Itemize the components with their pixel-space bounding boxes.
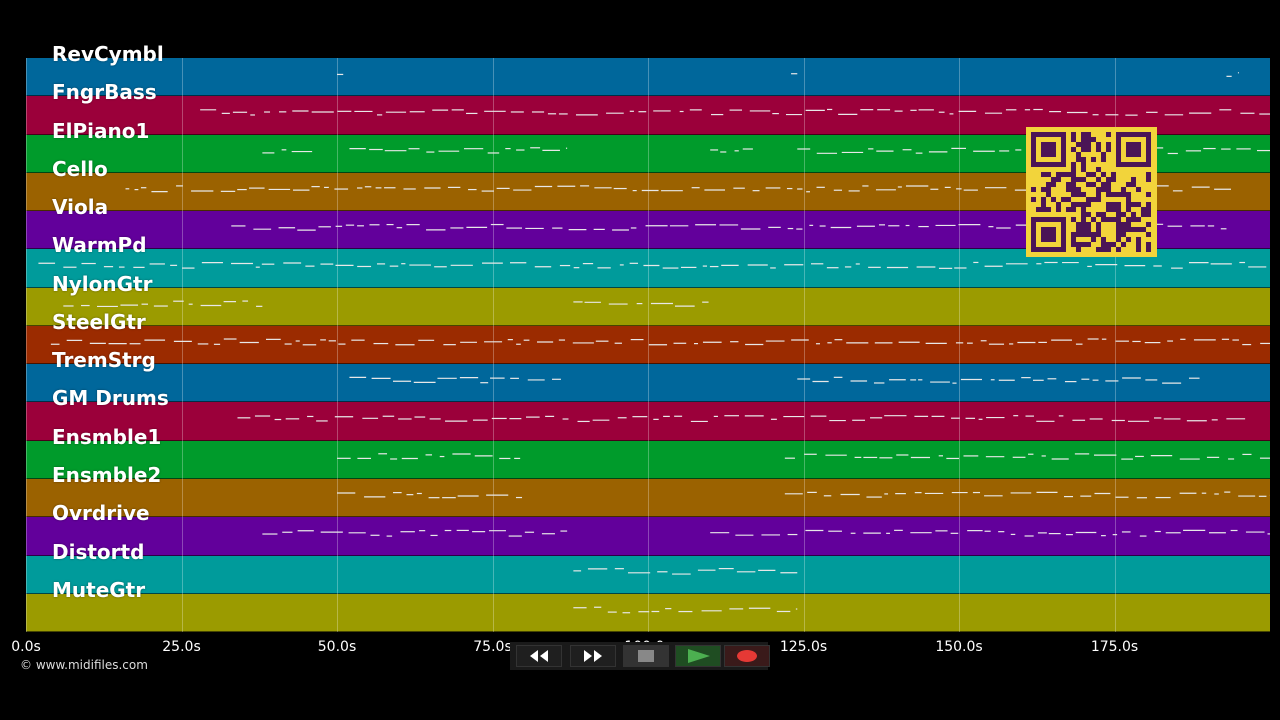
- time-tick-label: 75.0s: [473, 639, 512, 655]
- track-lane[interactable]: Distortd: [26, 540, 1270, 594]
- time-tick-label: 50.0s: [317, 639, 357, 655]
- time-tick-label: 0.0s: [11, 639, 41, 655]
- fast-forward-button[interactable]: [570, 645, 616, 667]
- track-lane[interactable]: GM Drums: [26, 386, 1270, 441]
- stop-icon: [638, 650, 654, 662]
- qr-code-icon: [1026, 127, 1157, 257]
- record-icon: [737, 650, 757, 662]
- time-tick-label: 150.0s: [935, 639, 983, 655]
- track-name: Ensmble2: [52, 462, 162, 487]
- stop-button[interactable]: [623, 645, 669, 667]
- track-name: RevCymbl: [52, 42, 164, 66]
- track-lanes: RevCymbl FngrBass ElPiano1 Cello Viola WarmPd…: [26, 42, 1270, 633]
- track-name: Viola: [52, 195, 109, 220]
- track-lane[interactable]: NylonGtr: [26, 272, 1270, 326]
- track-name: Distortd: [52, 539, 145, 564]
- track-lane[interactable]: Ovrdrive: [26, 501, 1270, 556]
- track-name: GM Drums: [52, 386, 169, 411]
- track-name: TremStrg: [52, 348, 156, 373]
- track-lane[interactable]: RevCymbl: [26, 42, 1270, 97]
- track-name: WarmPd: [52, 233, 147, 258]
- track-name: SteelGtr: [52, 309, 146, 334]
- transport-bar: [510, 642, 770, 670]
- track-name: ElPiano1: [52, 118, 150, 143]
- track-name: FngrBass: [52, 80, 157, 105]
- track-name: Cello: [52, 156, 108, 181]
- rewind-button[interactable]: [516, 645, 562, 667]
- track-name: MuteGtr: [52, 577, 146, 602]
- play-icon: [688, 649, 710, 663]
- record-button[interactable]: [724, 645, 770, 667]
- time-tick-label: 175.0s: [1090, 639, 1139, 655]
- track-lane[interactable]: SteelGtr: [26, 310, 1270, 365]
- track-lane[interactable]: Ensmble1: [26, 425, 1270, 479]
- credit-text: © www.midifiles.com: [20, 658, 148, 672]
- fast-forward-icon: [584, 650, 602, 662]
- track-name: Ensmble1: [52, 424, 162, 449]
- track-lane[interactable]: TremStrg: [26, 348, 1270, 403]
- rewind-icon: [530, 650, 548, 662]
- time-tick-label: 25.0s: [162, 639, 201, 655]
- track-name: Ovrdrive: [52, 501, 150, 526]
- time-tick-label: 125.0s: [779, 639, 828, 655]
- track-lane[interactable]: Ensmble2: [26, 463, 1270, 518]
- play-button[interactable]: [675, 645, 721, 667]
- track-lane[interactable]: MuteGtr: [26, 578, 1270, 633]
- track-name: NylonGtr: [52, 271, 153, 296]
